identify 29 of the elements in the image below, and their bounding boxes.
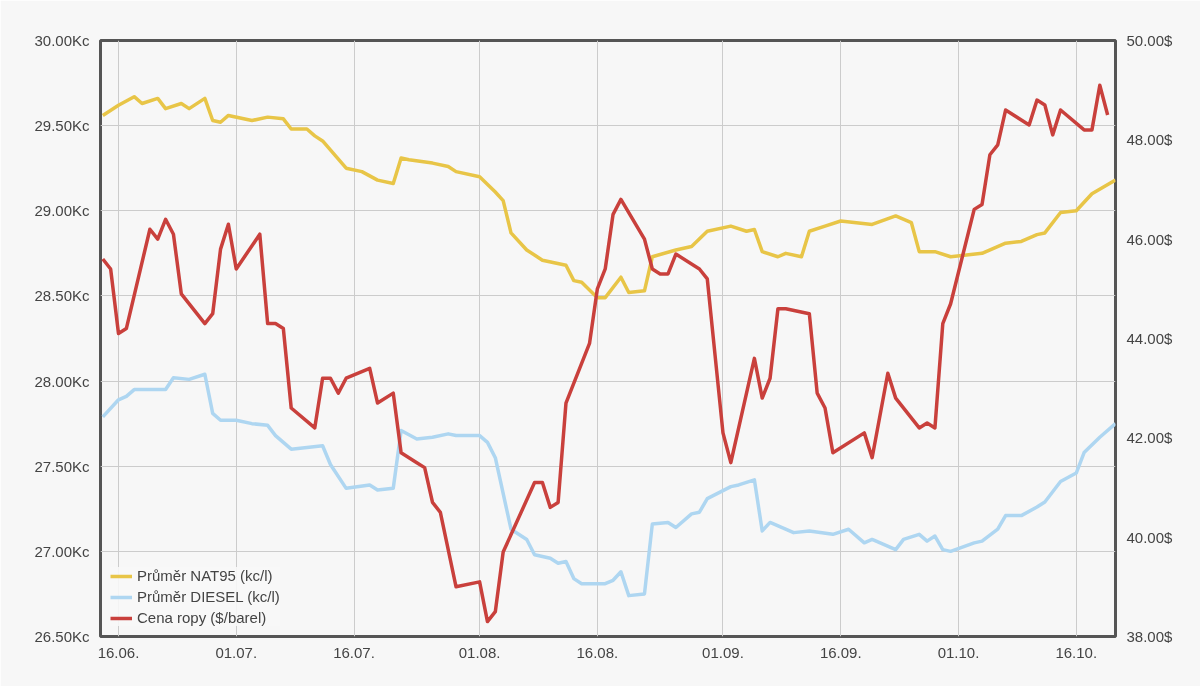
x-tick-label: 16.08.: [576, 643, 619, 661]
x-tick-label: 16.06.: [97, 643, 140, 661]
legend-label: Průměr DIESEL (kc/l): [137, 588, 280, 605]
y-tick-label: 27.50Kc: [34, 457, 90, 475]
y-tick-label: 28.50Kc: [34, 287, 90, 305]
y-tick-label: 29.50Kc: [34, 117, 90, 135]
x-tick-label: 16.10.: [1055, 643, 1098, 661]
y2-tick-label: 48.00$: [1126, 131, 1174, 149]
y2-tick-label: 46.00$: [1126, 230, 1174, 248]
x-tick-label: 01.07.: [215, 643, 258, 661]
y-tick-label: 28.00Kc: [34, 372, 90, 390]
y-tick-label: 27.00Kc: [34, 542, 90, 560]
x-tick-label: 01.09.: [702, 643, 744, 661]
y-tick-label: 29.00Kc: [34, 202, 90, 220]
x-tick-label: 16.09.: [819, 643, 862, 661]
y2-tick-label: 50.00$: [1126, 32, 1174, 49]
y-tick-label: 26.50Kc: [34, 628, 90, 645]
y2-tick-label: 38.00$: [1126, 628, 1174, 645]
x-tick-label: 01.08.: [458, 643, 501, 661]
x-tick-label: 16.07.: [333, 643, 375, 661]
legend-label: Cena ropy ($/barel): [137, 609, 267, 626]
line-series: [101, 83, 1110, 624]
y2-tick-label: 40.00$: [1126, 528, 1174, 546]
x-tick-label: 01.10.: [937, 643, 980, 661]
y2-tick-label: 42.00$: [1126, 429, 1174, 447]
y2-tick-label: 44.00$: [1126, 330, 1174, 347]
y-tick-label: 30.00Kc: [34, 32, 90, 49]
line-series: [101, 94, 1116, 300]
legend-label: Průměr NAT95 (kc/l): [137, 567, 273, 584]
